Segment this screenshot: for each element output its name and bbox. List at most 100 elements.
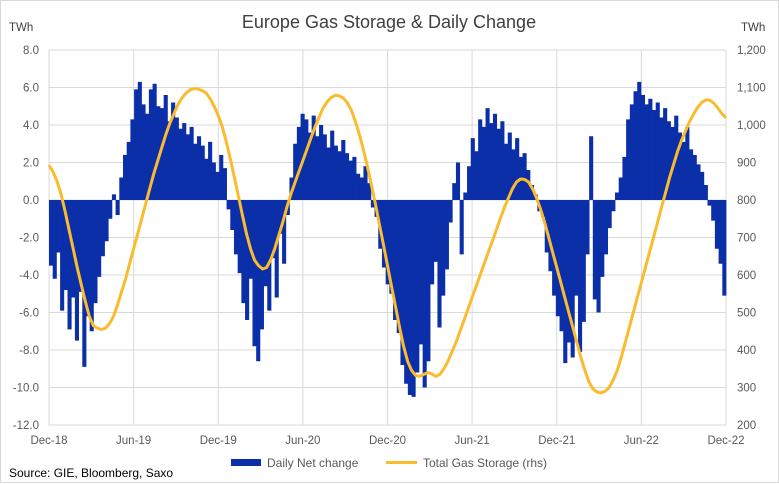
net-change-bar [296, 126, 301, 200]
net-change-bar [552, 200, 557, 296]
x-tick-label: Dec-18 [30, 435, 67, 447]
net-change-bar [555, 200, 560, 317]
net-change-bar [304, 119, 309, 200]
net-change-bar [404, 200, 409, 384]
net-change-bar [307, 132, 313, 200]
net-change-bar [485, 108, 490, 200]
net-change-bar [200, 145, 205, 200]
net-change-bar [700, 171, 705, 200]
net-change-bar [611, 200, 616, 212]
right-tick-label: 600 [737, 270, 756, 282]
net-change-bar [237, 200, 242, 274]
net-change-bar [422, 200, 427, 388]
net-change-bar [222, 168, 227, 200]
right-tick-label: 200 [737, 420, 756, 432]
net-change-bar [189, 126, 194, 200]
net-change-bar [126, 141, 131, 200]
net-change-bar [311, 115, 316, 200]
net-change-bar [566, 200, 572, 343]
legend: Daily Net change Total Gas Storage (rhs) [231, 456, 547, 470]
net-change-bar [78, 200, 83, 292]
legend-label-storage: Total Gas Storage (rhs) [423, 456, 547, 470]
net-change-bar [67, 200, 72, 330]
net-change-bar [156, 106, 161, 200]
storage-line [47, 87, 728, 395]
net-change-bar [622, 156, 627, 200]
net-change-bar [330, 130, 335, 200]
net-change-bar [703, 185, 708, 200]
net-change-bar [341, 140, 346, 200]
net-change-bar [585, 200, 590, 255]
net-change-bar [322, 134, 327, 200]
left-tick-label: 6.0 [23, 83, 39, 95]
net-change-bar [541, 200, 546, 217]
net-change-bar [56, 200, 61, 253]
net-change-bar [63, 200, 68, 290]
net-change-bar [278, 200, 283, 234]
net-change-bar [600, 200, 605, 277]
left-tick-label: 0.0 [23, 195, 39, 207]
net-change-bar [607, 200, 612, 229]
net-change-bar [256, 200, 261, 362]
net-change-bar [578, 200, 583, 352]
net-change-bar [441, 200, 446, 296]
x-tick-label: Jun-20 [285, 435, 320, 447]
net-change-bar [478, 119, 483, 200]
net-change-bar [500, 121, 505, 200]
net-change-bar [718, 200, 723, 264]
net-change-bar [259, 200, 264, 330]
net-change-bar [663, 108, 668, 200]
net-change-bar [492, 113, 498, 200]
net-change-bar [137, 81, 142, 200]
net-change-bar [548, 200, 553, 272]
net-change-bar [563, 200, 568, 364]
net-change-bar [226, 200, 231, 210]
net-change-bar [130, 119, 135, 200]
left-tick-label: -12.0 [13, 420, 39, 432]
right-axis-unit: TWh [741, 22, 765, 34]
net-change-bar [333, 145, 338, 200]
net-change-bar [685, 126, 690, 200]
left-tick-label: 4.0 [23, 120, 39, 132]
net-change-bar [459, 200, 464, 255]
net-change-bar [489, 123, 494, 200]
left-tick-label: -6.0 [19, 308, 39, 320]
net-change-bar [407, 200, 412, 395]
net-change-bar [389, 200, 394, 294]
net-change-bar [570, 200, 575, 358]
net-change-bar [452, 183, 457, 200]
net-change-bar [263, 200, 268, 287]
right-tick-label: 500 [737, 308, 756, 320]
net-change-bar [677, 132, 683, 200]
chart-title: Europe Gas Storage & Daily Change [242, 12, 536, 32]
right-tick-label: 1,000 [737, 120, 766, 132]
net-change-bar [592, 200, 597, 300]
net-change-bar [707, 200, 712, 206]
net-change-bar [82, 200, 87, 367]
net-change-bar [196, 136, 202, 200]
net-change-bar [230, 200, 235, 230]
net-change-bar [515, 138, 520, 200]
source-note: Source: GIE, Bloomberg, Saxo [9, 466, 173, 480]
net-change-bar [581, 200, 586, 322]
net-change-bar [430, 200, 435, 285]
net-change-bar [182, 123, 187, 200]
net-change-bar [326, 147, 331, 200]
net-change-bar [208, 141, 213, 200]
net-change-bar [167, 121, 172, 200]
left-tick-label: -4.0 [19, 270, 39, 282]
left-tick-label: -10.0 [13, 383, 39, 395]
left-tick-label: -8.0 [19, 345, 39, 357]
net-change-bar [504, 143, 509, 200]
net-change-bar [104, 200, 109, 242]
net-change-bar [245, 200, 250, 320]
net-change-bar [644, 104, 649, 200]
net-change-bar [463, 192, 468, 200]
net-change-bar [108, 200, 113, 219]
net-change-bar [381, 200, 387, 268]
net-change-bar [211, 162, 216, 200]
net-change-bar [215, 171, 220, 200]
net-change-bar [145, 113, 150, 200]
